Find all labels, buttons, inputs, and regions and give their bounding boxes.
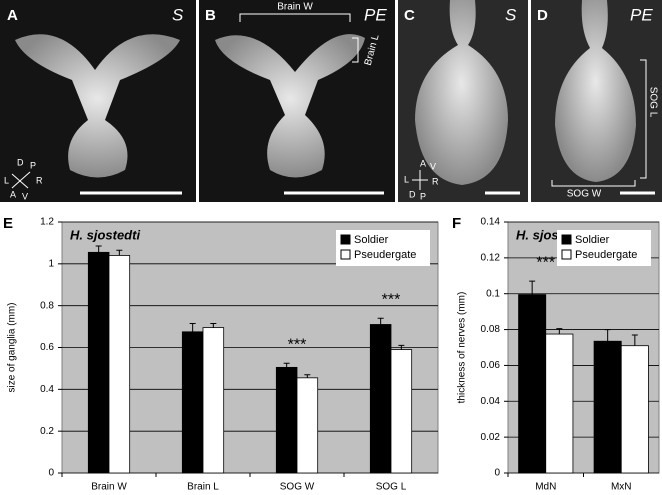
y-tick-label: 0.12 (481, 252, 501, 263)
x-tick-label: Brain L (187, 482, 219, 493)
legend-swatch (561, 249, 572, 260)
orientation: A (420, 158, 426, 168)
orientation: R (36, 175, 43, 185)
bar (108, 255, 131, 474)
bar (390, 349, 413, 474)
panel-letter: A (7, 7, 18, 24)
orientation: D (409, 189, 416, 199)
error-bar (529, 280, 536, 295)
y-tick-label: 0.4 (40, 384, 54, 395)
orientation: L (404, 174, 409, 184)
x-tick-label: MdN (535, 482, 556, 493)
error-bar (210, 322, 217, 328)
error-bar (556, 328, 563, 335)
x-tick-label: SOG L (376, 482, 407, 493)
caste-label: PE (364, 5, 387, 24)
legend-swatch (340, 234, 351, 245)
orientation: V (430, 161, 436, 171)
legend-swatch (561, 234, 572, 245)
measure-label: SOG W (567, 189, 602, 200)
significance: *** (536, 254, 555, 271)
bar (593, 340, 622, 474)
legend-label: Pseudergate (575, 249, 637, 261)
bar (545, 333, 574, 474)
error-bar (304, 374, 311, 378)
bar (181, 331, 204, 474)
error-bar (631, 334, 638, 346)
error-bar (189, 322, 196, 332)
legend-swatch (340, 249, 351, 260)
panel-b: B PE Brain W Brain L (199, 0, 395, 202)
bar (518, 294, 547, 474)
y-tick-label: 0.08 (481, 324, 501, 335)
orientation: D (17, 157, 24, 167)
x-tick-label: SOG W (280, 482, 315, 493)
y-tick-label: 0.04 (481, 396, 501, 407)
error-bar (95, 245, 102, 253)
orientation: A (10, 189, 16, 199)
panel-letter: E (3, 215, 13, 232)
bar (296, 377, 319, 474)
bar (202, 327, 225, 474)
y-tick-label: 0.6 (40, 342, 54, 353)
orientation: L (4, 175, 9, 185)
legend-label: Soldier (575, 234, 610, 246)
bar (369, 324, 392, 474)
chart-title: H. sjostedti (70, 227, 140, 242)
y-tick-label: 0.14 (481, 217, 501, 228)
bar (87, 251, 110, 474)
y-tick-label: 0.8 (40, 300, 54, 311)
measure-label: Brain W (277, 2, 313, 13)
error-bar (116, 249, 123, 256)
error-bar (604, 329, 611, 342)
y-tick-label: 0 (494, 468, 500, 479)
x-tick-label: MxN (611, 482, 632, 493)
panel-d: D PE SOG L SOG W (531, 0, 662, 202)
error-bar (283, 362, 290, 368)
error-bar (398, 344, 405, 350)
panel-c: C S A V L R D P (398, 0, 528, 202)
orientation: P (420, 191, 426, 201)
legend-label: Pseudergate (354, 249, 416, 261)
y-tick-label: 0.1 (486, 288, 500, 299)
panel-a: A S D P L R A V (0, 0, 196, 202)
orientation: R (432, 176, 439, 186)
legend-label: Soldier (354, 234, 389, 246)
legend-box (557, 230, 651, 266)
error-bar (377, 317, 384, 325)
y-tick-label: 0.2 (40, 426, 54, 437)
significance: *** (288, 336, 307, 353)
y-tick-label: 0 (48, 468, 54, 479)
orientation: P (30, 160, 36, 170)
y-tick-label: 0.02 (481, 432, 501, 443)
orientation: V (22, 191, 28, 201)
x-tick-label: Brain W (91, 482, 127, 493)
caste-label: S (172, 5, 184, 24)
bar (275, 366, 298, 474)
caste-label: PE (630, 5, 653, 24)
panel-letter: D (537, 7, 548, 24)
y-tick-label: 1 (48, 258, 54, 269)
y-axis-label: size of ganglia (mm) (7, 302, 18, 392)
caste-label: S (505, 5, 517, 24)
bar (620, 345, 649, 474)
legend-box (336, 230, 430, 266)
y-tick-label: 1.2 (40, 217, 54, 228)
panel-letter: B (205, 7, 216, 24)
significance: *** (382, 291, 401, 308)
measure-label: SOG L (647, 87, 658, 118)
panel-letter: F (452, 215, 461, 232)
y-axis-label: thickness of nerves (mm) (457, 292, 468, 404)
panel-letter: C (404, 7, 415, 24)
y-tick-label: 0.06 (481, 360, 501, 371)
